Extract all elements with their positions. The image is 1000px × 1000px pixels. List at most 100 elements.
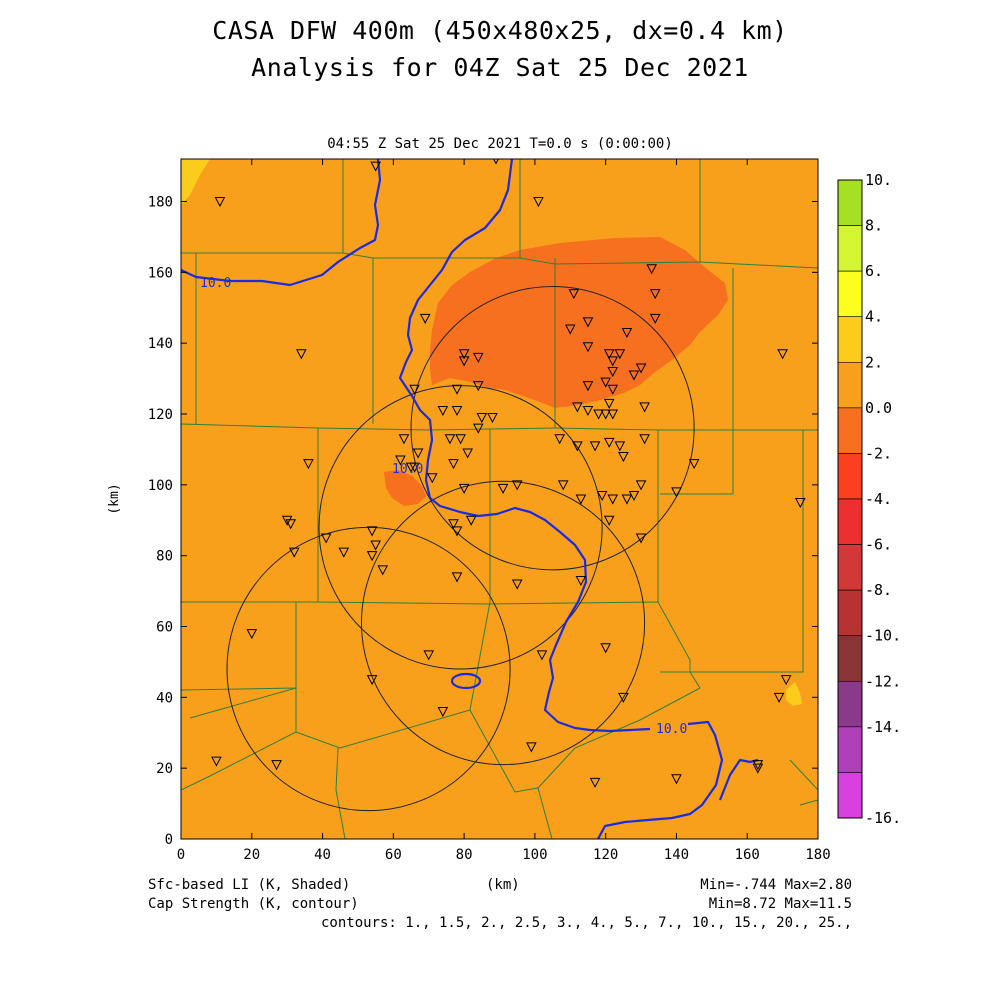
footer-shaded-field-label: Sfc-based LI (K, Shaded) — [148, 877, 351, 893]
station-marker — [377, 565, 389, 576]
colorbar-swatch — [837, 361, 863, 409]
colorbar-label: 10. — [865, 171, 892, 189]
station-marker — [451, 384, 463, 395]
station-marker — [589, 777, 601, 788]
station-marker — [338, 547, 350, 558]
colorbar-swatch — [837, 225, 863, 272]
colorbar-swatch — [837, 270, 863, 318]
station-marker — [366, 526, 378, 537]
station-marker — [511, 480, 523, 491]
station-marker — [688, 459, 700, 470]
colorbar-swatch — [837, 544, 863, 591]
station-marker — [448, 459, 459, 470]
station-marker — [458, 356, 470, 367]
station-marker — [437, 405, 449, 417]
station-marker — [628, 370, 640, 381]
station-marker — [409, 462, 420, 473]
station-marker — [497, 483, 509, 494]
station-marker — [777, 349, 788, 360]
station-marker — [370, 161, 381, 172]
station-marker — [671, 774, 682, 785]
station-marker — [472, 352, 484, 363]
station-marker — [575, 575, 587, 587]
station-marker — [752, 760, 764, 771]
contour-min-max: Min=8.72 Max=11.5 — [708, 896, 852, 912]
station-marker — [458, 483, 470, 494]
station-marker — [618, 692, 629, 703]
station-marker — [320, 533, 332, 544]
station-marker — [285, 519, 297, 530]
negative-li-patch — [384, 470, 426, 506]
station-marker — [572, 402, 583, 413]
station-marker — [476, 413, 488, 424]
valid-time-label: 04:55 Z Sat 25 Dec 2021 T=0.0 s (0:00:00… — [327, 136, 673, 152]
y-tick-label: 160 — [148, 265, 173, 281]
x-tick-label: 100 — [522, 847, 547, 863]
station-marker — [607, 367, 619, 378]
station-marker — [533, 197, 544, 208]
plot-frame — [180, 158, 819, 840]
station-marker — [603, 349, 615, 360]
station-marker — [455, 434, 466, 445]
radar-range-ring — [410, 286, 695, 571]
station-marker — [487, 413, 498, 424]
station-marker — [628, 490, 640, 502]
station-marker — [557, 480, 569, 491]
colorbar-swatch — [837, 635, 863, 682]
station-marker — [458, 349, 470, 360]
map-title: CASA DFW 400m (450x480x25, dx=0.4 km) — [212, 16, 788, 45]
colorbar-label: 0.0 — [865, 399, 892, 417]
station-marker — [589, 441, 601, 452]
station-marker — [575, 494, 587, 505]
station-marker — [621, 494, 633, 505]
colorbar-label: -2. — [865, 444, 892, 462]
colorbar-label: -10. — [865, 627, 901, 645]
station-marker — [511, 579, 523, 590]
y-tick-label: 40 — [156, 690, 173, 706]
colorbar-label: -4. — [865, 490, 892, 508]
station-marker — [214, 197, 226, 208]
station-marker — [649, 289, 661, 300]
station-marker — [419, 313, 431, 324]
station-marker — [671, 487, 682, 498]
x-tick-label: 0 — [177, 847, 185, 863]
footer-contour-field-label: Cap Strength (K, contour) — [148, 896, 359, 912]
y-tick-label: 100 — [148, 478, 173, 494]
station-marker — [639, 402, 650, 413]
x-tick-label: 160 — [735, 847, 760, 863]
y-tick-label: 0 — [165, 832, 173, 848]
station-marker — [437, 707, 449, 718]
colorbar-swatch — [837, 589, 863, 637]
station-marker — [564, 324, 576, 335]
station-marker — [600, 409, 611, 420]
station-marker — [366, 675, 378, 686]
station-marker — [554, 434, 565, 445]
station-marker — [211, 756, 222, 767]
station-marker — [752, 763, 764, 774]
station-marker — [395, 455, 406, 466]
station-marker — [398, 434, 410, 445]
station-marker — [444, 434, 456, 445]
station-marker — [607, 356, 619, 367]
station-marker — [246, 629, 258, 640]
station-marker — [593, 409, 604, 420]
station-marker — [614, 441, 626, 452]
station-marker — [603, 437, 615, 448]
colorbar-swatch — [837, 453, 863, 500]
colorbar-label: -12. — [865, 672, 901, 690]
station-marker — [366, 551, 378, 562]
shaded-min-max: Min=-.744 Max=2.80 — [700, 877, 852, 893]
negative-li-region — [430, 237, 728, 408]
positive-li-corner — [181, 159, 210, 205]
station-marker — [281, 515, 293, 526]
station-marker — [409, 384, 420, 395]
cap-strength-contours — [181, 159, 759, 839]
colorbar-label: 6. — [865, 262, 883, 280]
station-marker — [607, 494, 619, 505]
station-marker — [572, 441, 583, 452]
station-marker — [451, 572, 463, 583]
radar-range-ring — [360, 480, 646, 766]
contour-label: 10.0 — [656, 722, 687, 737]
x-axis: 0 20 40 60 80 100 120 140 160 180 — [177, 159, 831, 863]
colorbar-swatch — [837, 680, 863, 728]
